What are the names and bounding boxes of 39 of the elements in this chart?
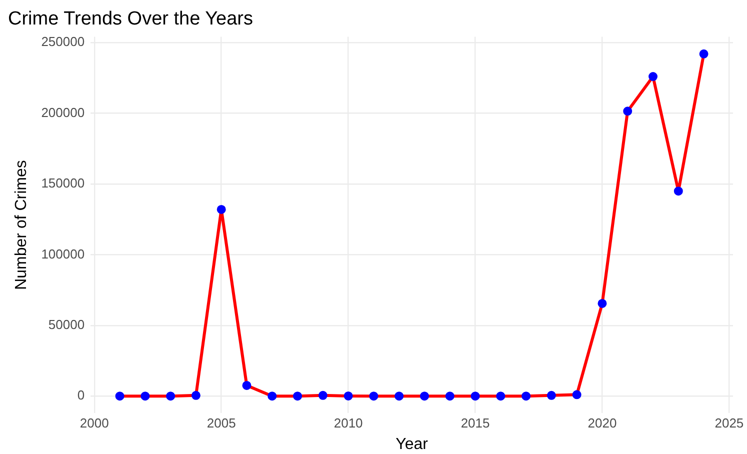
y-tick-label: 50000 <box>48 316 85 332</box>
point <box>268 392 277 401</box>
point <box>394 392 404 401</box>
point <box>293 392 302 401</box>
point <box>572 390 582 400</box>
point <box>216 204 226 214</box>
x-tick-label: 2015 <box>460 416 490 431</box>
point <box>598 298 607 308</box>
point <box>420 392 429 401</box>
y-tick-label: 250000 <box>41 34 85 50</box>
point <box>369 392 378 401</box>
point <box>546 390 556 400</box>
point <box>674 186 683 196</box>
point <box>470 392 480 401</box>
x-tick-label: 2025 <box>714 416 744 431</box>
x-tick-label: 2000 <box>80 416 109 431</box>
point <box>318 390 328 400</box>
point <box>166 392 176 401</box>
point <box>623 106 632 116</box>
point <box>344 391 353 400</box>
x-axis-title: Year <box>396 436 429 453</box>
point <box>699 49 708 58</box>
point <box>445 392 454 401</box>
x-tick-label: 2010 <box>334 416 363 431</box>
point <box>191 390 200 400</box>
point <box>115 392 124 401</box>
x-tick-label: 2005 <box>206 416 236 431</box>
point <box>242 380 252 390</box>
x-tick-label: 2020 <box>588 416 617 431</box>
y-tick-label: 0 <box>77 388 85 403</box>
point <box>648 72 658 82</box>
point <box>140 392 150 401</box>
y-tick-label: 100000 <box>41 246 85 262</box>
point <box>522 392 531 401</box>
y-axis-title: Number of Crimes <box>13 160 30 290</box>
chart-title: Crime Trends Over the Years <box>8 8 253 30</box>
point <box>496 392 506 401</box>
y-tick-label: 150000 <box>41 176 85 191</box>
y-tick-label: 200000 <box>41 104 85 120</box>
